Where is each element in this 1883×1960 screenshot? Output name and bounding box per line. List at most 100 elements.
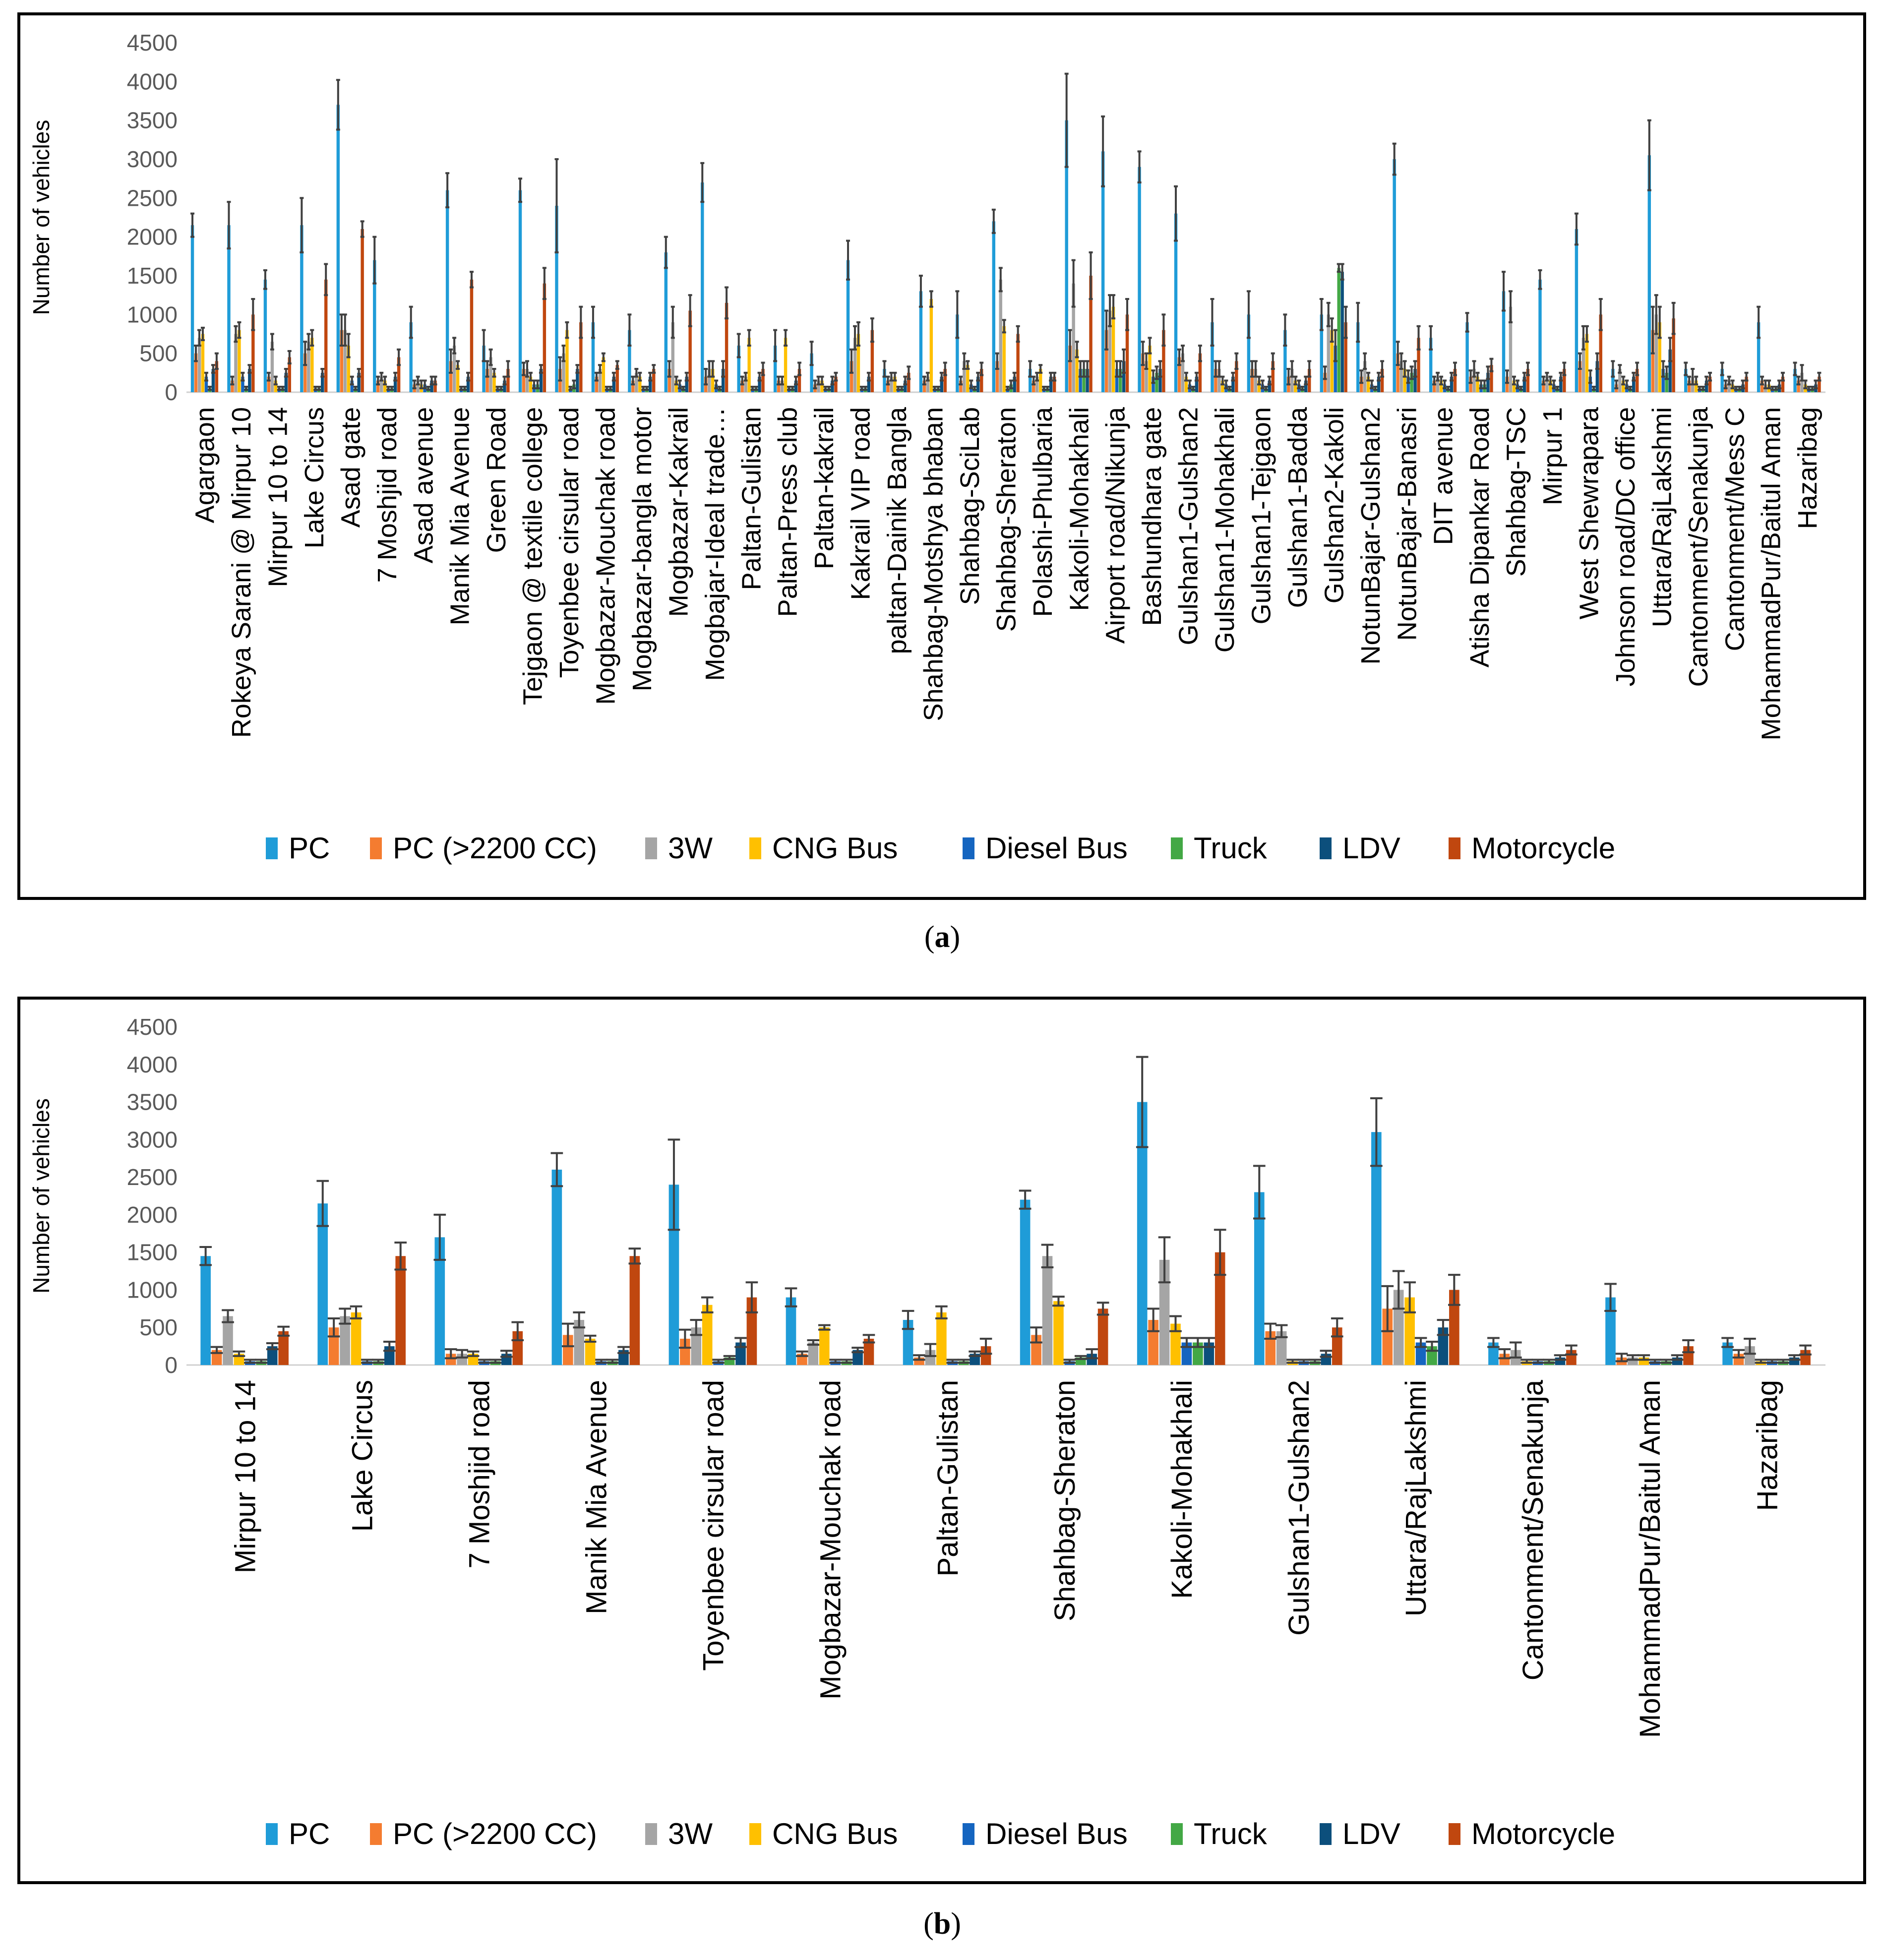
bar-Diesel Bus-Kakoli-Mohakhali [1079, 369, 1082, 392]
caption-a: (a) [924, 920, 961, 954]
bar-3W-Mirpur 10 to 14 [270, 342, 274, 392]
chart-0-y-tick-label: 2500 [127, 185, 178, 211]
bar-PC (>2200 CC)-Uttara/RajLakshmi [1382, 1308, 1393, 1365]
bar-CNG Bus-Rokeya Sarani @ Mirpur 10 [238, 330, 241, 392]
bar-Motorcycle-Manik Mia Avenue [629, 1256, 640, 1365]
bar-PC-Paltan-Gulistan [903, 1320, 913, 1365]
bar-PC (>2200 CC)-Gulshan1-Mohakhali [1214, 369, 1217, 392]
bar-PC-Mogbazar-bangla motor [628, 330, 631, 392]
bar-PC (>2200 CC)-Green Road [486, 369, 489, 392]
bar-CNG Bus-Mogbajar-Ideal trade… [711, 369, 715, 392]
bar-PC-Asad avenue [409, 322, 413, 392]
bar-3W-NotunBajar-Banasri [1399, 361, 1403, 392]
bar-CNG Bus-Gulshan1-Gulshan2 [1184, 376, 1188, 392]
bar-PC-DIT avenue [1429, 338, 1433, 392]
x-category-label: Cantonment/Mess C [1720, 407, 1750, 651]
chart-panel-b: Number of vehicles 0 500 1000 1500 2000 2500 30… [17, 997, 1866, 1884]
x-category-label: Uttara/RajLakshmi [1400, 1380, 1432, 1616]
bar-PC (>2200 CC)-Agargaon [194, 353, 198, 392]
x-category-label: Mogbazar-Mouchak road [591, 407, 621, 705]
bar-CNG Bus-Kakoli-Mohakhali [1075, 349, 1079, 392]
bar-PC-Manik Mia Avenue [445, 190, 449, 392]
bar-LDV-Lake Circus [321, 372, 324, 392]
bar-PC (>2200 CC)-Cantonment/Senakunja [1688, 380, 1691, 392]
x-category-label: Atisha Dipankar Road [1465, 407, 1495, 667]
bar-LDV-Paltan-kakrail [831, 380, 834, 392]
x-category-label: Gulshan1-Badda [1283, 407, 1313, 608]
bar-PC-7 Moshjid road [373, 260, 376, 392]
bar-3W-Hazaribag [1800, 372, 1804, 392]
bar-Motorcycle-Mogbazar-bangla motor [652, 369, 656, 392]
bar-CNG Bus-Shahbag-Sheraton [1053, 1301, 1064, 1365]
bar-PC-Bashundhara gate [1138, 167, 1141, 392]
legend-swatch-Truck [1171, 837, 1183, 859]
x-category-label: Shahbag-Motshya bhaban [919, 407, 949, 721]
bar-LDV-Paltan-Gulistan [758, 376, 761, 392]
bar-Motorcycle-Cantonment/Mess C [1745, 376, 1748, 392]
bar-3W-Gulshan1-Tejgaon [1254, 369, 1258, 392]
x-category-label: NotunBajar-Gulshan2 [1356, 407, 1386, 664]
bar-PC-Mirpur 10 to 14 [263, 279, 267, 392]
chart-0-y-axis-label: Number of vehicles [28, 120, 54, 315]
bar-Truck-Uttara/RajLakshmi [1665, 372, 1668, 392]
legend-swatch-Motorcycle [1449, 837, 1460, 859]
bar-Diesel Bus-Asad gate [350, 380, 354, 392]
bar-Motorcycle-Johnson road/DC office [1635, 369, 1639, 392]
bar-PC-Kakoli-Mohakhali [1065, 120, 1068, 393]
caption-a-label: a [934, 920, 950, 954]
bar-Motorcycle-Paltan-Press club [797, 369, 801, 392]
chart-1-y-tick-label: 0 [165, 1352, 178, 1378]
bar-LDV-Mirpur 1 [1559, 376, 1563, 392]
x-category-label: paltan-Dainik Bangla [882, 407, 912, 654]
bar-3W-Hazaribag [1745, 1346, 1755, 1365]
bar-PC-Shahbag-Sheraton [1020, 1199, 1031, 1365]
x-category-label: Paltan-Gulistan [736, 407, 766, 590]
bar-LDV-Green Road [503, 380, 506, 392]
bar-3W-Shahbag-Sheraton [1042, 1256, 1053, 1365]
bar-LDV-Toyenbee cirsular road [576, 369, 579, 392]
bar-Motorcycle-Gulshan1-Mohakhali [1235, 361, 1238, 392]
bar-PC (>2200 CC)-7 Moshjid road [445, 1354, 456, 1365]
bar-CNG Bus-Gulshan1-Badda [1294, 380, 1297, 392]
bar-LDV-Johnson road/DC office [1632, 376, 1636, 392]
bar-PC (>2200 CC)-Kakoli-Mohakhali [1068, 346, 1072, 392]
x-category-label: Cantonment/Senakunja [1684, 407, 1713, 687]
x-category-label: West Shewrapara [1575, 407, 1604, 619]
legend-swatch-Motorcycle [1449, 1823, 1460, 1845]
bar-PC (>2200 CC)-Mogbazar-Kakrail [668, 369, 671, 392]
bar-Motorcycle-Shahbag-Sheraton [1016, 334, 1020, 392]
bar-PC (>2200 CC)-Lake Circus [304, 353, 307, 392]
bar-LDV-Toyenbee cirsular road [735, 1342, 746, 1365]
bar-3W-Bashundhara gate [1145, 361, 1148, 392]
bar-PC (>2200 CC)-Polashi-Phulbaria [1032, 380, 1035, 392]
x-category-label: Gulshan2-Kakoli [1319, 407, 1349, 603]
chart-1-y-tick-label: 4000 [127, 1052, 178, 1077]
bar-Motorcycle-Atisha Dipankar Road [1490, 365, 1493, 392]
bar-CNG Bus-Paltan-Gulistan [747, 338, 751, 392]
bar-LDV-Bashundhara gate [1158, 369, 1162, 392]
bar-CNG Bus-Green Road [492, 372, 496, 392]
bar-PC (>2200 CC)-Airport road/Nikunja [1104, 330, 1108, 392]
chart-1-y-axis-label: Number of vehicles [28, 1098, 54, 1294]
bar-PC (>2200 CC)-Mirpur 10 to 14 [267, 376, 271, 392]
bar-Motorcycle-Mogbazar-Kakrail [688, 310, 692, 392]
bar-CNG Bus-Tejgaon @ textile college [529, 376, 533, 392]
chart-1-y-tick-label: 1500 [127, 1240, 178, 1265]
bar-CNG Bus-Mirpur 1 [1549, 380, 1552, 392]
x-category-label: Mogbazar-Mouchak road [815, 1380, 847, 1700]
legend-label-LDV: LDV [1342, 1817, 1400, 1850]
x-category-label: Kakoli-Mohakhali [1166, 1380, 1198, 1599]
x-category-label: Paltan-Press club [773, 407, 803, 617]
bar-Diesel Bus-NotunBajar-Banasri [1406, 376, 1410, 392]
bar-PC (>2200 CC)-Paltan-Gulistan [740, 380, 744, 392]
bar-CNG Bus-Cantonment/Senakunja [1694, 380, 1698, 392]
bar-LDV-Atisha Dipankar Road [1486, 372, 1490, 392]
bar-CNG Bus-Paltan-Gulistan [936, 1312, 947, 1365]
bar-3W-Mogbajar-Ideal trade… [707, 369, 711, 392]
bar-3W-Lake Circus [307, 342, 310, 392]
bar-PC-Paltan-Gulistan [737, 346, 740, 392]
x-category-label: Manik Mia Avenue [445, 407, 475, 625]
bar-3W-Gulshan1-Mohakhali [1217, 369, 1221, 392]
legend-swatch-LDV [1320, 837, 1332, 859]
bar-Truck-NotunBajar-Banasri [1410, 372, 1413, 392]
